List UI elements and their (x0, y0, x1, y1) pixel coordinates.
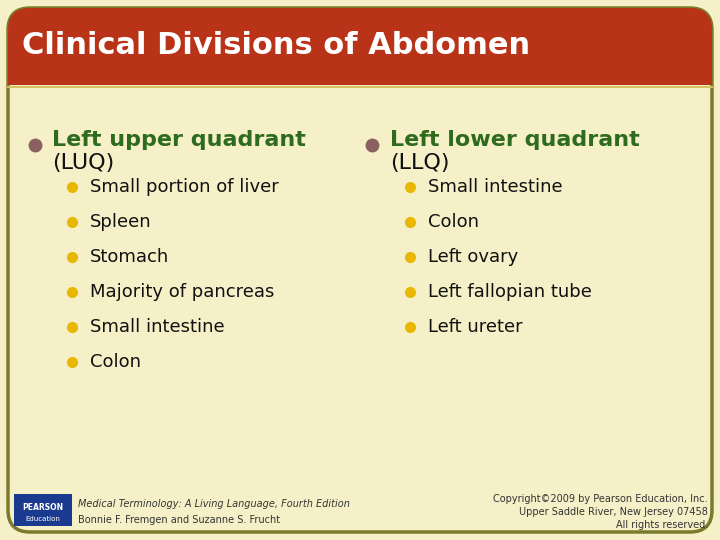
Text: Stomach: Stomach (90, 248, 169, 266)
Text: Copyright©2009 by Pearson Education, Inc.
Upper Saddle River, New Jersey 07458
A: Copyright©2009 by Pearson Education, Inc… (493, 494, 708, 530)
Text: Majority of pancreas: Majority of pancreas (90, 283, 274, 301)
Text: Small portion of liver: Small portion of liver (90, 178, 279, 196)
Text: Colon: Colon (90, 353, 141, 371)
Text: Medical Terminology: A Living Language, Fourth Edition: Medical Terminology: A Living Language, … (78, 499, 350, 509)
Bar (8, 55, 712, 85)
Text: (LLQ): (LLQ) (390, 153, 449, 173)
Text: Clinical Divisions of Abdomen: Clinical Divisions of Abdomen (22, 30, 530, 59)
Text: Colon: Colon (428, 213, 479, 231)
FancyBboxPatch shape (8, 8, 712, 85)
FancyBboxPatch shape (8, 8, 712, 532)
Text: (LUQ): (LUQ) (52, 153, 114, 173)
Text: Left ovary: Left ovary (428, 248, 518, 266)
Text: Education: Education (26, 516, 60, 522)
Text: Left fallopian tube: Left fallopian tube (428, 283, 592, 301)
Text: Small intestine: Small intestine (90, 318, 225, 336)
Text: Spleen: Spleen (90, 213, 152, 231)
Text: PEARSON: PEARSON (22, 503, 63, 512)
Text: Left lower quadrant: Left lower quadrant (390, 130, 640, 150)
Text: Left ureter: Left ureter (428, 318, 523, 336)
Bar (14, 494, 72, 526)
Text: Bonnie F. Fremgen and Suzanne S. Frucht: Bonnie F. Fremgen and Suzanne S. Frucht (78, 515, 280, 525)
Text: Left upper quadrant: Left upper quadrant (52, 130, 306, 150)
Text: Small intestine: Small intestine (428, 178, 562, 196)
